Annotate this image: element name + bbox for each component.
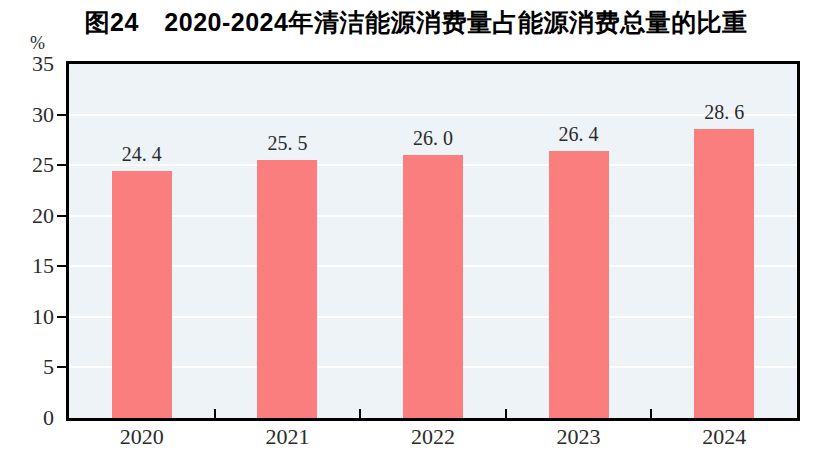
bar-2022 [403, 155, 463, 418]
x-axis-tick-2 [359, 409, 361, 418]
y-axis-tick-10 [57, 316, 66, 318]
y-axis-tick-30 [57, 114, 66, 116]
y-axis-label-10: 10 [8, 306, 54, 328]
bar-2021 [257, 160, 317, 418]
x-axis-label-2020: 2020 [69, 426, 215, 448]
bar-2024 [694, 129, 754, 418]
chart-figure: 图24 2020-2024年清洁能源消费量占能源消费总量的比重 % 24. 42… [0, 0, 832, 461]
x-axis-tick-3 [505, 409, 507, 418]
y-axis-label-20: 20 [8, 205, 54, 227]
y-axis-label-0: 0 [8, 407, 54, 429]
y-axis-label-15: 15 [8, 255, 54, 277]
y-axis-label-30: 30 [8, 104, 54, 126]
bar-value-label-2020: 24. 4 [82, 144, 202, 164]
y-axis-tick-15 [57, 265, 66, 267]
bar-value-label-2024: 28. 6 [664, 102, 784, 122]
x-axis-label-2023: 2023 [506, 426, 652, 448]
x-axis-label-2022: 2022 [360, 426, 506, 448]
x-axis-label-2024: 2024 [651, 426, 797, 448]
bar-value-label-2023: 26. 4 [519, 124, 639, 144]
y-axis-label-25: 25 [8, 154, 54, 176]
chart-title: 图24 2020-2024年清洁能源消费量占能源消费总量的比重 [0, 6, 832, 39]
x-axis-tick-1 [214, 409, 216, 418]
y-axis-tick-25 [57, 164, 66, 166]
y-axis-label-5: 5 [8, 356, 54, 378]
bar-2020 [112, 171, 172, 418]
x-axis-label-2021: 2021 [215, 426, 361, 448]
y-axis-tick-5 [57, 366, 66, 368]
x-axis-tick-4 [650, 409, 652, 418]
y-axis-label-35: 35 [8, 53, 54, 75]
bar-value-label-2022: 26. 0 [373, 128, 493, 148]
bar-2023 [549, 151, 609, 418]
plot-area: 24. 4 25. 5 26. 0 26. 4 28. 6 [66, 61, 800, 421]
bar-value-label-2021: 25. 5 [227, 133, 347, 153]
y-axis-tick-20 [57, 215, 66, 217]
